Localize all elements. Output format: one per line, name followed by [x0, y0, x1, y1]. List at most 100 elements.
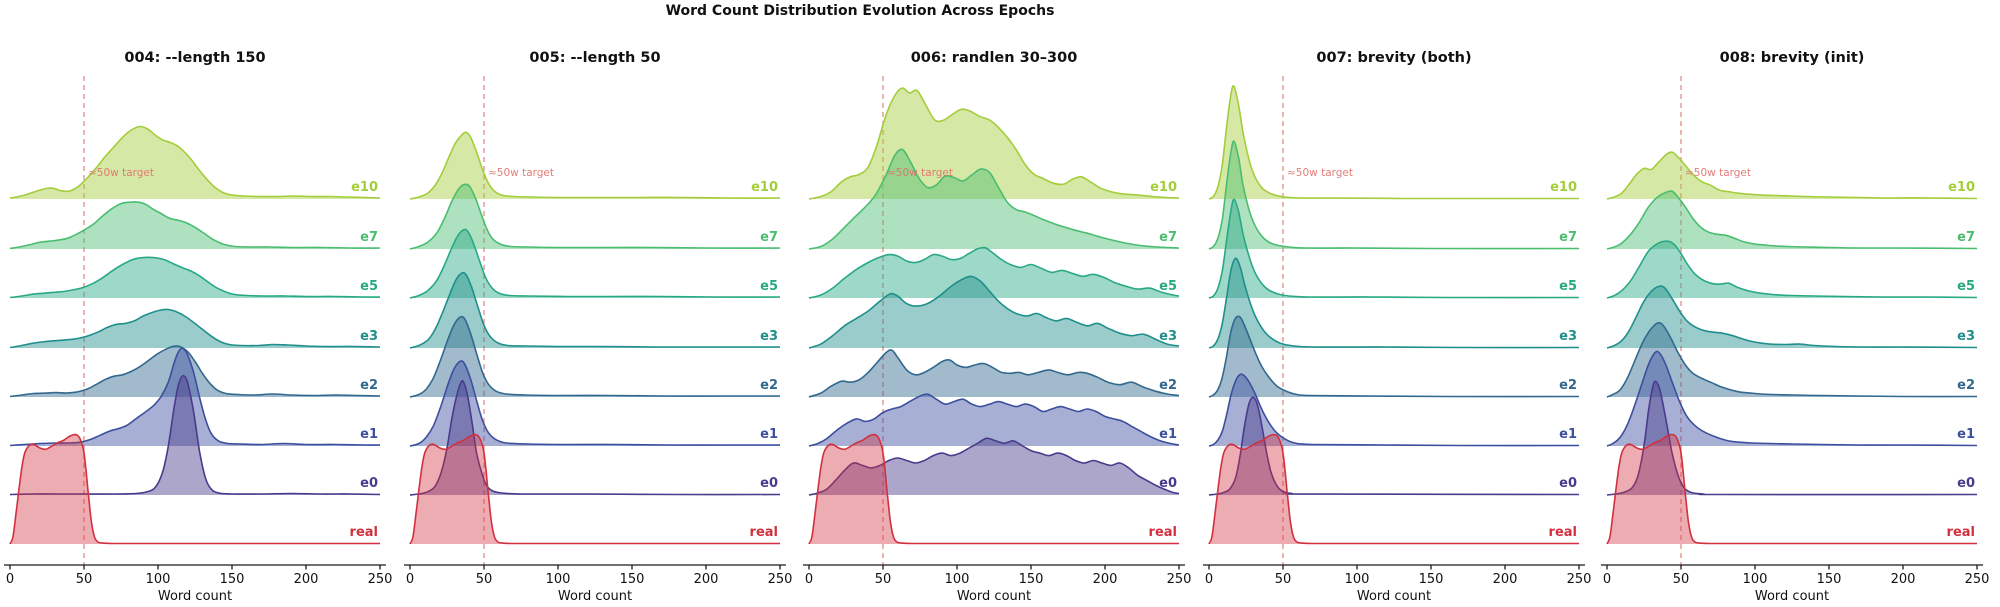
- epoch-label-e0: e0: [1159, 476, 1177, 491]
- epoch-label-e10: e10: [351, 180, 378, 195]
- x-tick-label: 200: [1493, 572, 1518, 587]
- ridge-line-e1: [808, 393, 1180, 447]
- ridge-line-e7: [1606, 190, 1978, 250]
- ridge-fill-e0: [1607, 381, 1977, 495]
- x-axis-label: Word count: [558, 589, 632, 604]
- x-tick-label: 250: [1567, 572, 1592, 587]
- ridge-fill-e5: [410, 229, 780, 298]
- ridge-fill-e2: [809, 349, 1179, 397]
- ridge-line-e7: [808, 148, 1180, 250]
- ridge-line-e2: [808, 349, 1180, 398]
- ridge-line-e2: [1208, 315, 1580, 398]
- epoch-label-e3: e3: [360, 329, 378, 344]
- panel-008: 008: brevity (init) e10 e7 e5 e3 e2 e1 e0 real ≈…: [1597, 0, 1992, 607]
- ridge-fill-e3: [1607, 286, 1977, 348]
- ridge-line-e0: [1208, 396, 1580, 496]
- x-tick-label: 150: [620, 572, 645, 587]
- x-tick-label: 50: [875, 572, 892, 587]
- epoch-label-e2: e2: [360, 378, 378, 393]
- x-tick-label: 50: [476, 572, 493, 587]
- x-tick-label: 200: [1891, 572, 1916, 587]
- epoch-label-e10: e10: [1150, 180, 1177, 195]
- ridge-line-e1: [9, 347, 381, 447]
- ridge-fill-e2: [1209, 316, 1579, 397]
- panel-007: 007: brevity (both) e10 e7 e5 e3 e2 e1 e0 real ≈…: [1199, 0, 1594, 607]
- x-tick-label: 150: [1019, 572, 1044, 587]
- ridge-line-e2: [1606, 321, 1978, 398]
- ridge-line-e0: [409, 379, 781, 496]
- ridge-fill-e5: [10, 257, 380, 298]
- x-tick-label: 0: [805, 572, 813, 587]
- x-tick-label: 50: [1275, 572, 1292, 587]
- ridgeline-plot-004: e10 e7 e5 e3 e2 e1 e0 real ≈50w target 0 50 100 150 2…: [4, 76, 392, 604]
- ridge-fill-e7: [10, 201, 380, 249]
- ridge-line-e3: [409, 271, 780, 349]
- x-tick-label: 250: [1167, 572, 1192, 587]
- x-tick-label: 150: [1817, 572, 1842, 587]
- x-tick-label: 150: [220, 572, 245, 587]
- panel-004: 004: --length 150 e10 e7 e5 e3 e2 e1 e0 real ≈50…: [0, 0, 395, 607]
- ridgeline-plot-007: e10 e7 e5 e3 e2 e1 e0 real ≈50w target 0 50 100 150 2…: [1203, 76, 1592, 604]
- ridge-line-e10: [1208, 85, 1579, 200]
- ridge-fill-e5: [809, 247, 1179, 298]
- ridge-line-e10: [1606, 151, 1978, 200]
- x-tick-label: 100: [1345, 572, 1370, 587]
- ridge-fill-e0: [10, 375, 380, 495]
- x-tick-label: 0: [406, 572, 414, 587]
- target-annotation: ≈50w target: [1287, 167, 1353, 179]
- epoch-label-real: real: [1549, 525, 1577, 540]
- ridge-fill-e3: [1209, 258, 1579, 348]
- ridge-line-e3: [1606, 285, 1978, 349]
- epoch-label-e10: e10: [1948, 180, 1975, 195]
- epoch-label-e5: e5: [1159, 279, 1177, 294]
- ridge-line-e5: [409, 228, 781, 299]
- panel-title-004: 004: --length 150: [124, 50, 266, 66]
- epoch-label-e5: e5: [1559, 279, 1577, 294]
- ridge-line-e1: [1208, 373, 1580, 447]
- epoch-label-e2: e2: [1559, 378, 1577, 393]
- epoch-label-e7: e7: [360, 230, 378, 245]
- x-axis-label: Word count: [1357, 589, 1431, 604]
- ridge-line-e7: [409, 183, 781, 250]
- ridge-line-real: [1208, 433, 1579, 545]
- x-axis-label: Word count: [957, 589, 1031, 604]
- ridge-line-e7: [9, 201, 381, 250]
- x-tick-label: 200: [294, 572, 319, 587]
- x-tick-label: 50: [1673, 572, 1690, 587]
- target-annotation: ≈50w target: [1685, 167, 1751, 179]
- x-tick-label: 250: [768, 572, 793, 587]
- ridge-fill-e1: [1209, 374, 1579, 446]
- ridge-line-real: [808, 433, 1179, 545]
- epoch-label-e1: e1: [1159, 427, 1177, 442]
- x-tick-label: 100: [945, 572, 970, 587]
- epoch-label-e7: e7: [760, 230, 778, 245]
- x-tick-label: 100: [546, 572, 571, 587]
- x-tick-label: 0: [1205, 572, 1213, 587]
- epoch-label-e5: e5: [1957, 279, 1975, 294]
- epoch-label-e0: e0: [360, 476, 378, 491]
- ridge-fill-e1: [10, 348, 380, 446]
- ridge-line-e0: [1606, 380, 1978, 496]
- epoch-label-e1: e1: [1957, 427, 1975, 442]
- ridge-fill-real: [1209, 434, 1579, 544]
- epoch-label-e2: e2: [760, 378, 778, 393]
- ridge-fill-e10: [1209, 85, 1579, 199]
- ridge-fill-e2: [10, 345, 380, 397]
- epoch-label-e10: e10: [751, 180, 778, 195]
- ridge-fill-e1: [410, 360, 780, 446]
- ridge-fill-e0: [410, 380, 780, 495]
- epoch-label-e1: e1: [360, 427, 378, 442]
- ridge-line-e7: [1208, 140, 1580, 250]
- ridge-fill-e3: [809, 276, 1179, 348]
- ridge-fill-e7: [410, 184, 780, 249]
- ridge-line-e5: [1606, 240, 1978, 299]
- ridge-fill-e0: [809, 438, 1179, 495]
- panel-title-006: 006: randlen 30–300: [910, 50, 1078, 66]
- panel-title-005: 005: --length 50: [529, 50, 661, 66]
- target-annotation: ≈50w target: [488, 167, 554, 179]
- epoch-label-e0: e0: [760, 476, 778, 491]
- ridge-line-e10: [409, 131, 781, 200]
- x-tick-label: 150: [1419, 572, 1444, 587]
- panel-006: 006: randlen 30–300 e10 e7 e5 e3 e2 e1 e0 real ≈…: [799, 0, 1194, 607]
